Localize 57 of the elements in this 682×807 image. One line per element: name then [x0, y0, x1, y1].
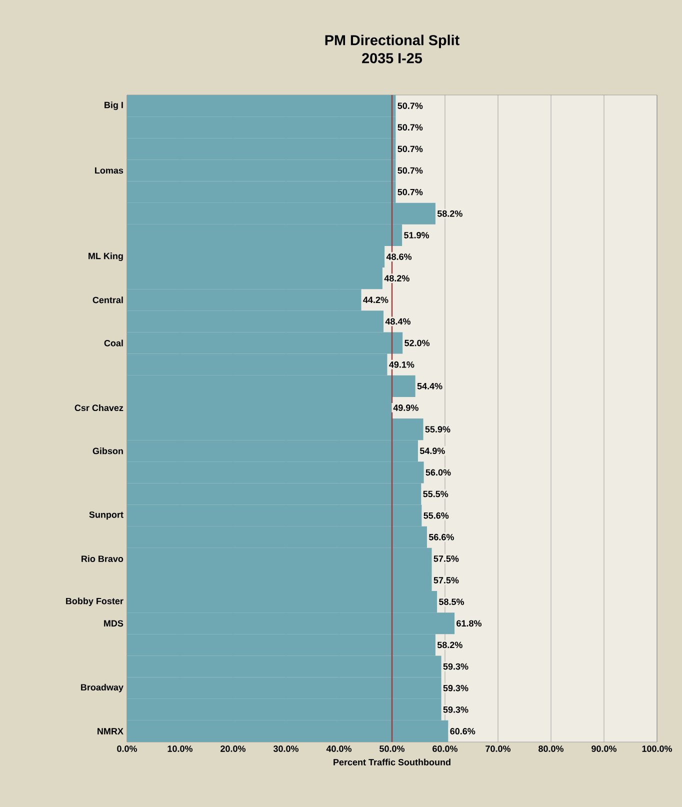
x-tick-label: 30.0%: [273, 746, 299, 752]
y-tick-label: NMRX: [98, 728, 124, 734]
data-label: 48.4%: [385, 318, 410, 325]
x-tick-label: 80.0%: [538, 746, 564, 752]
data-label: 59.3%: [443, 663, 468, 670]
data-label: 56.6%: [428, 534, 454, 540]
y-tick-label: Broadway: [81, 684, 124, 692]
chart-title: PM Directional Split: [325, 34, 460, 48]
data-label: 54.9%: [420, 448, 445, 454]
y-tick-label: Rio Bravo: [82, 555, 124, 562]
y-tick-label: Sunport: [89, 511, 124, 520]
chart-subtitle: 2035 I-25: [362, 53, 422, 64]
data-label: 60.6%: [450, 728, 476, 734]
data-label: 61.8%: [456, 620, 482, 627]
data-label: 48.6%: [386, 254, 412, 260]
data-label: 52.0%: [404, 340, 430, 346]
data-label: 50.7%: [398, 188, 423, 196]
x-tick-label: 40.0%: [326, 746, 352, 752]
x-tick-label: 20.0%: [220, 746, 246, 752]
y-tick-label: Bobby Foster: [66, 598, 124, 606]
x-tick-label: 90.0%: [592, 746, 617, 752]
x-tick-label: 60.0%: [432, 746, 458, 752]
data-label: 59.3%: [443, 706, 468, 713]
data-label: 50.7%: [398, 102, 423, 109]
data-label: 51.9%: [404, 232, 430, 238]
data-label: 55.6%: [424, 512, 449, 519]
y-tick-label: Central: [92, 296, 123, 304]
data-label: 50.7%: [398, 167, 423, 174]
x-tick-label: 10.0%: [168, 746, 193, 752]
data-label: 58.5%: [439, 598, 464, 606]
data-label: 59.3%: [443, 684, 468, 692]
data-label: 57.5%: [434, 556, 459, 562]
y-tick-label: Coal: [104, 340, 123, 346]
data-label: 49.9%: [393, 404, 418, 411]
y-tick-label: Csr Chavez: [74, 404, 124, 412]
y-tick-label: Big I: [104, 102, 123, 110]
x-tick-label: 0.0%: [117, 746, 138, 752]
y-tick-label: MDS: [104, 620, 124, 627]
x-axis-title: Percent Traffic Southbound: [334, 758, 450, 766]
data-label: 55.5%: [423, 490, 448, 498]
y-tick-label: Lomas: [95, 167, 124, 174]
data-label: 58.2%: [437, 210, 462, 217]
x-tick-label: 70.0%: [486, 746, 511, 752]
data-label: 48.2%: [384, 275, 410, 282]
data-label: 44.2%: [363, 296, 388, 304]
x-tick-label: 100.0%: [642, 746, 672, 752]
data-label: 50.7%: [398, 146, 423, 152]
data-label: 54.4%: [417, 382, 442, 390]
x-tick-label: 50.0%: [380, 746, 405, 752]
data-label: 50.7%: [398, 124, 423, 131]
y-tick-label: Gibson: [92, 448, 123, 454]
y-tick-label: ML King: [88, 252, 123, 261]
data-label: 58.2%: [437, 642, 462, 648]
data-label: 49.1%: [389, 361, 414, 368]
data-label: 57.5%: [434, 577, 459, 584]
data-label: 55.9%: [425, 426, 450, 432]
data-label: 56.0%: [426, 469, 451, 476]
